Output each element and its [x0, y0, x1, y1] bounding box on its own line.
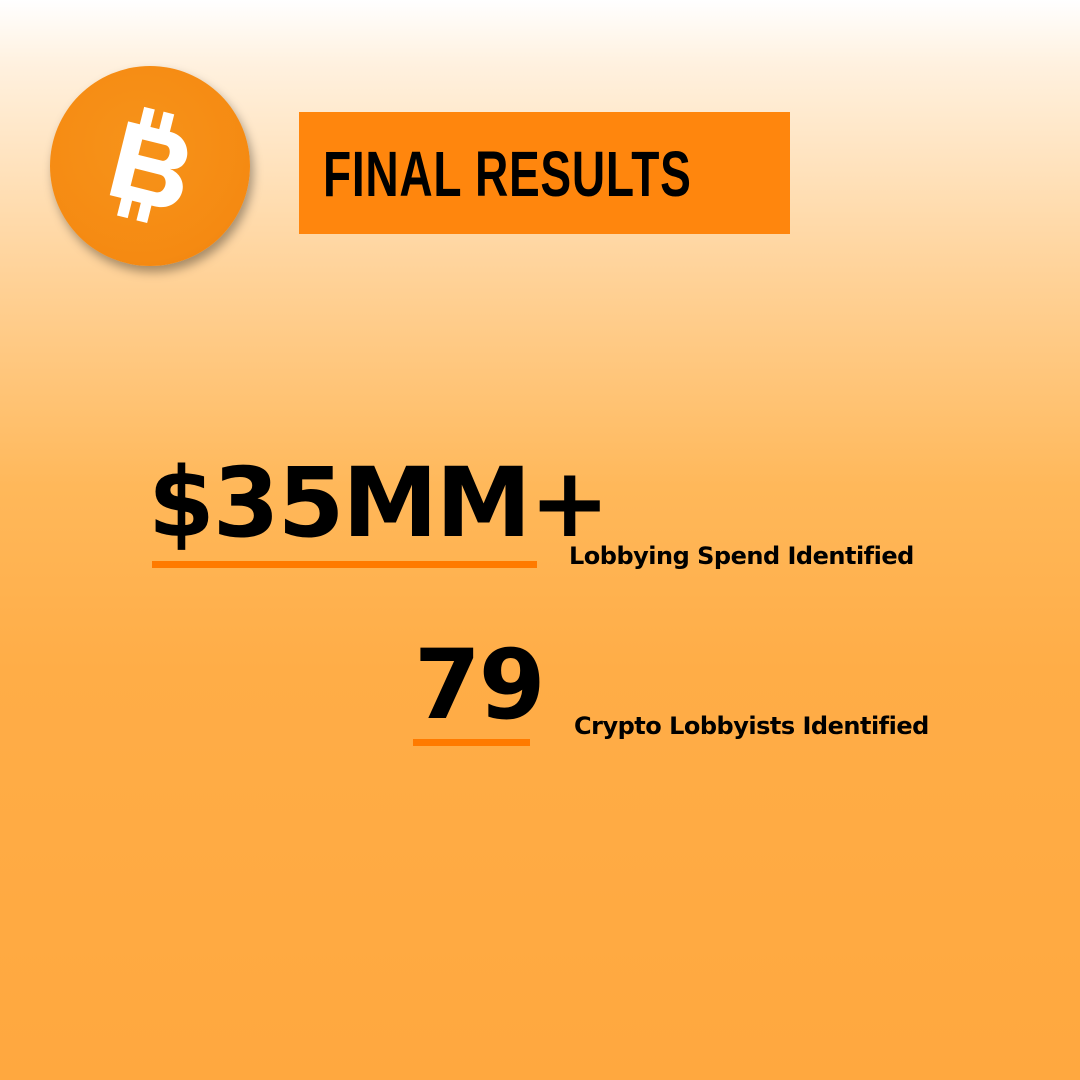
stat-underline	[413, 739, 530, 746]
stat-label-lobbyists: Crypto Lobbyists Identified	[574, 712, 929, 740]
page-title: FINAL RESULTS	[323, 138, 692, 210]
stat-value-lobbying-spend: $35MM+	[148, 447, 610, 559]
title-banner: FINAL RESULTS	[299, 112, 790, 234]
stat-label-lobbying-spend: Lobbying Spend Identified	[569, 542, 914, 570]
bitcoin-logo	[50, 66, 250, 266]
stat-underline	[152, 561, 537, 568]
stat-value-lobbyists: 79	[414, 629, 546, 741]
bitcoin-icon	[109, 106, 188, 223]
